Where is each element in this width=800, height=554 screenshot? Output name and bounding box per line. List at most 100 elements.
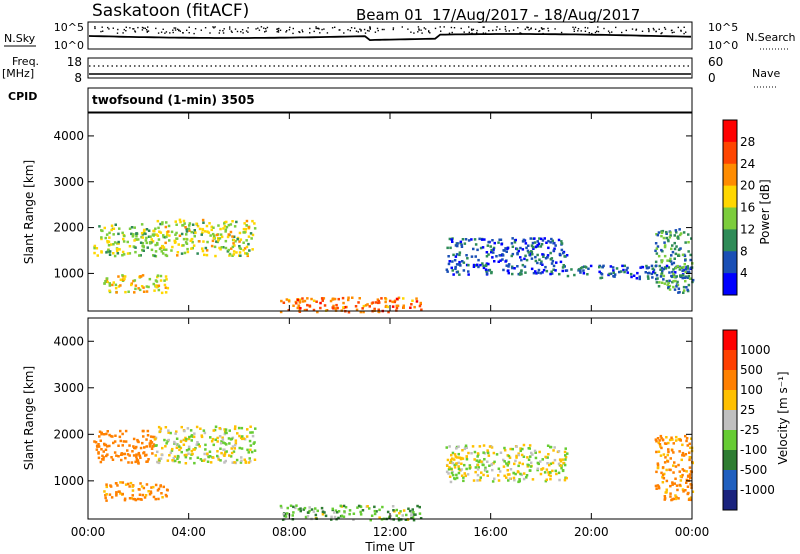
nsearch-point	[137, 26, 139, 29]
data-cell	[547, 473, 551, 477]
time-x-axis: 00:00 04:00 08:00 12:00 16:00 20:00 00:00	[71, 113, 709, 539]
data-cell	[673, 247, 677, 251]
nave-tick-bottom: 0	[708, 71, 716, 85]
data-cell	[688, 277, 692, 280]
nsearch-point	[625, 29, 627, 32]
data-cell	[164, 253, 168, 257]
data-cell	[529, 461, 533, 464]
data-cell	[546, 462, 549, 465]
data-cell	[418, 304, 422, 308]
data-cell	[154, 497, 157, 501]
data-cell	[167, 224, 171, 228]
nsearch-point	[174, 27, 177, 29]
data-cell	[183, 251, 187, 255]
data-cell	[522, 238, 526, 242]
data-cell	[126, 252, 130, 255]
data-cell	[342, 515, 346, 518]
data-cell	[164, 291, 168, 294]
data-cell	[451, 457, 454, 460]
data-cell	[529, 455, 532, 458]
nsearch-point	[541, 28, 544, 30]
data-cell	[170, 230, 174, 234]
data-cell	[175, 437, 179, 440]
data-cell	[227, 248, 230, 252]
data-cell	[171, 245, 174, 249]
data-cell	[135, 453, 138, 456]
data-cell	[507, 263, 511, 266]
nsearch-point	[147, 30, 150, 32]
data-cell	[487, 454, 491, 457]
data-cell	[541, 271, 544, 274]
data-cell	[145, 241, 149, 245]
data-cell	[108, 231, 111, 235]
data-cell	[666, 453, 669, 457]
data-cell	[216, 454, 219, 458]
data-cell	[233, 244, 236, 247]
nsearch-point	[434, 27, 437, 30]
data-cell	[527, 244, 530, 247]
data-cell	[522, 455, 526, 458]
colorbar-swatch	[723, 273, 737, 296]
data-cell	[106, 240, 109, 243]
data-cell	[520, 269, 523, 272]
data-cell	[233, 447, 236, 450]
data-cell	[208, 450, 212, 453]
data-cell	[598, 265, 601, 269]
nsearch-point	[547, 30, 550, 32]
nsearch-point	[236, 30, 239, 33]
data-cell	[104, 280, 107, 283]
data-cell	[451, 240, 454, 243]
data-cell	[117, 455, 120, 458]
data-cell	[582, 269, 585, 272]
data-cell	[530, 244, 534, 247]
data-cell	[221, 438, 225, 441]
data-cell	[216, 440, 219, 443]
data-cell	[682, 291, 685, 294]
data-cell	[231, 254, 234, 257]
nsearch-point	[141, 26, 144, 29]
nsearch-point	[526, 26, 528, 28]
data-cell	[343, 306, 347, 309]
data-cell	[124, 290, 127, 294]
nsearch-point	[359, 28, 361, 30]
data-cell	[551, 259, 555, 263]
data-cell	[530, 250, 534, 254]
nsearch-point	[289, 26, 291, 29]
nsearch-point	[298, 31, 300, 33]
data-cell	[450, 238, 453, 241]
data-cell	[515, 247, 519, 251]
data-cell	[219, 459, 222, 462]
data-cell	[108, 282, 111, 285]
data-cell	[681, 269, 684, 273]
data-cell	[675, 285, 678, 288]
data-cell	[685, 437, 689, 440]
data-cell	[662, 453, 666, 456]
data-cell	[673, 275, 676, 279]
data-cell	[285, 298, 289, 301]
nsearch-point	[141, 29, 144, 31]
colorbar-tick-label: 1000	[740, 343, 771, 357]
data-cell	[109, 485, 113, 488]
data-cell	[615, 267, 619, 270]
data-cell	[203, 230, 207, 233]
colorbar-tick-label: 500	[740, 363, 763, 377]
data-cell	[216, 436, 219, 440]
data-cell	[464, 444, 468, 447]
data-cell	[141, 493, 145, 497]
data-cell	[159, 427, 163, 430]
data-cell	[669, 468, 672, 472]
data-cell	[175, 223, 178, 226]
data-cell	[180, 252, 184, 255]
data-cell	[659, 454, 663, 457]
colorbar-tick-label: -100	[740, 443, 767, 457]
data-cell	[359, 310, 363, 314]
data-cell	[157, 284, 161, 287]
data-cell	[671, 250, 675, 254]
data-cell	[481, 246, 485, 249]
data-cell	[476, 479, 479, 482]
data-cell	[347, 311, 351, 314]
nsearch-point	[223, 28, 225, 30]
data-cell	[198, 445, 201, 448]
